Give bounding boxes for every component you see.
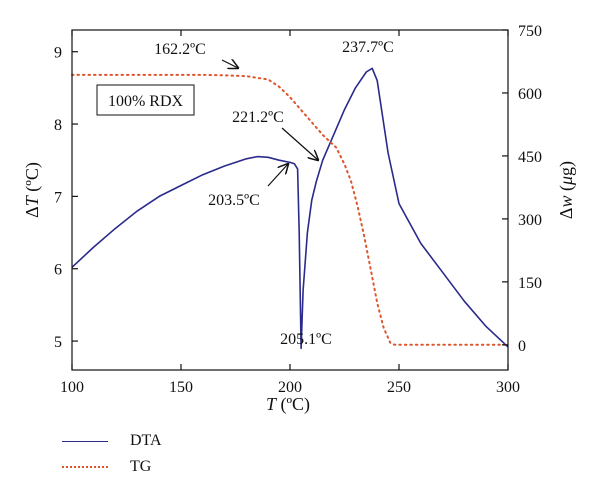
legend-item-dta: DTA [62, 428, 162, 454]
inset-layer: 100% RDX [96, 84, 195, 116]
annotation-arrow [221, 60, 238, 68]
annotation-label: 205.1ºC [280, 331, 332, 348]
y-right-tick-label: 600 [518, 86, 542, 103]
y-left-tick-label: 5 [54, 334, 62, 351]
annotation-arrow [281, 127, 318, 160]
dta-tg-chart: 100 150 200 250 300 5 6 7 8 9 0 150 300 450 600 750 162… [22, 23, 577, 415]
y-right-tick-label: 0 [518, 338, 526, 355]
y-right-axis-title: Δw (μg) [556, 161, 577, 219]
y-right-tick-label: 750 [518, 23, 542, 40]
annotation-label: 237.7ºC [342, 39, 394, 56]
axes-layer: 100 150 200 250 300 5 6 7 8 9 0 150 300 450 600 750 [54, 23, 542, 396]
y-right-tick-label: 450 [518, 149, 542, 166]
y-right-tick-label: 300 [518, 212, 542, 229]
annotation-label: 221.2ºC [232, 109, 284, 126]
legend-label-tg: TG [130, 458, 152, 475]
y-left-tick-label: 6 [54, 262, 62, 279]
plot-frame [71, 29, 509, 371]
series-layer [71, 67, 509, 350]
x-tick-label: 150 [169, 379, 193, 396]
x-tick-label: 200 [278, 379, 302, 396]
y-left-tick-label: 8 [54, 117, 62, 134]
x-tick-label: 100 [60, 379, 84, 396]
x-axis-title: T (ºC) [266, 394, 310, 415]
y-left-axis-title: ΔT (ºC) [22, 162, 43, 218]
legend-item-tg: TG [62, 454, 162, 480]
annotations-layer: 162.2ºC 237.7ºC 221.2ºC 203.5ºC 205.1ºC [154, 39, 394, 348]
x-tick-label: 250 [387, 379, 411, 396]
legend-swatch-dta [62, 440, 108, 442]
y-right-tick-label: 150 [518, 275, 542, 292]
x-tick-label: 300 [496, 379, 520, 396]
y-left-tick-label: 9 [54, 45, 62, 62]
inset-label: 100% RDX [108, 93, 184, 110]
legend-label-dta: DTA [130, 432, 162, 449]
annotation-label: 162.2ºC [154, 41, 206, 58]
inset-box [96, 84, 195, 116]
legend-swatch-tg [62, 466, 108, 468]
legend: DTA TG [62, 428, 162, 480]
series-line-tg [71, 73, 509, 346]
annotation-arrow [267, 164, 288, 187]
annotation-label: 203.5ºC [208, 192, 260, 209]
series-line-dta [71, 67, 509, 350]
y-left-tick-label: 7 [54, 189, 62, 206]
